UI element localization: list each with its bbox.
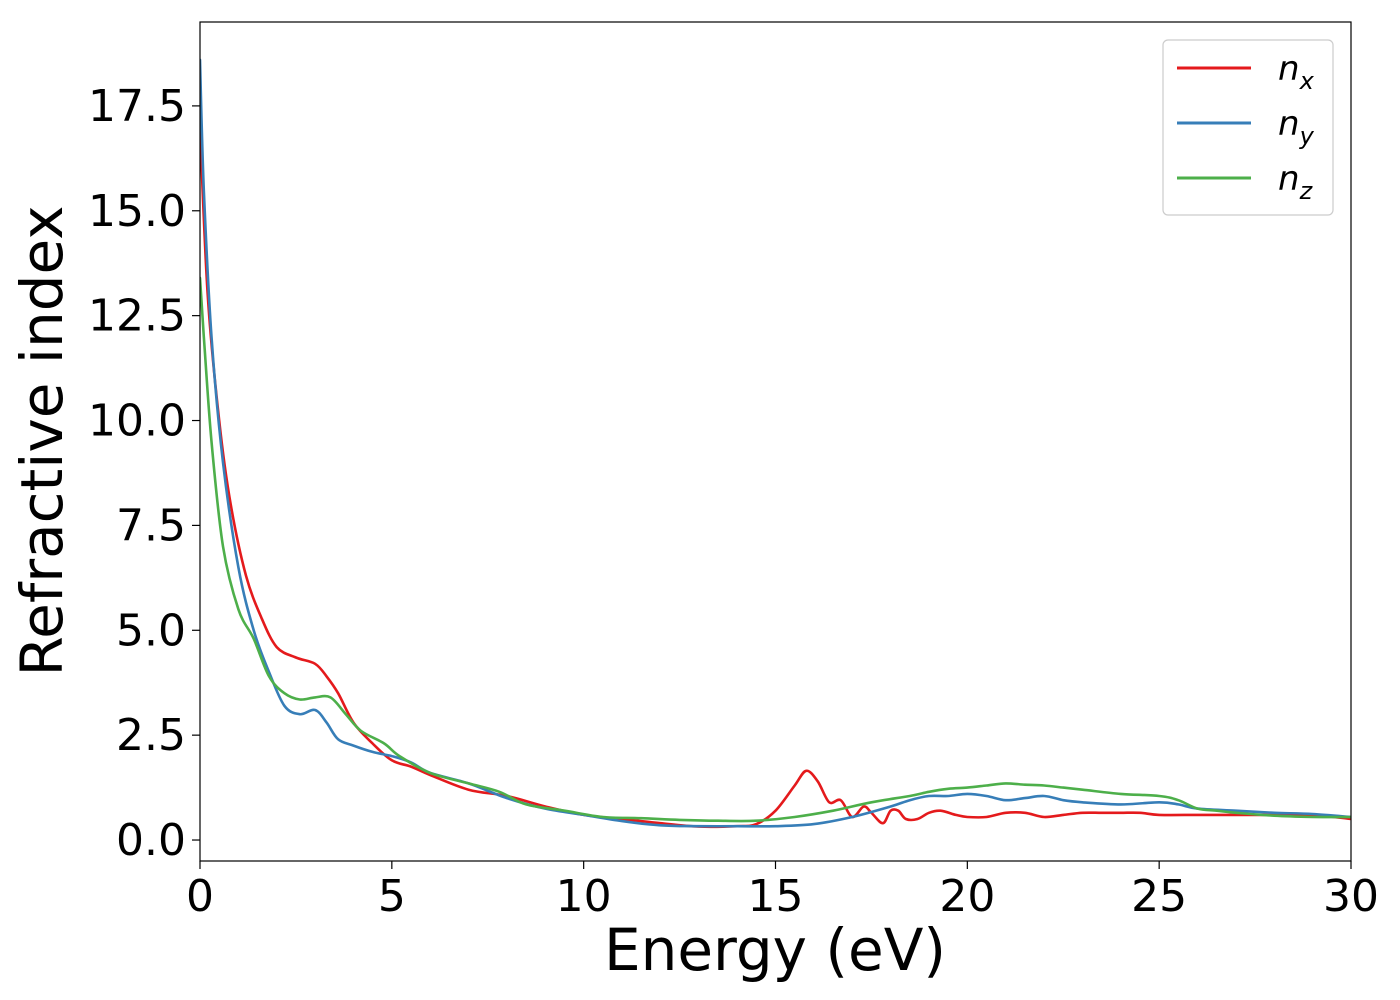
legend-label-n_z: nz [1278,159,1314,205]
legend-label-base: n [1278,159,1300,199]
x-tick-label: 10 [556,871,612,922]
y-tick-label: 10.0 [88,396,186,447]
x-axis-label: Energy (eV) [604,916,946,984]
x-tick-label: 15 [748,871,804,922]
x-tick-label: 25 [1131,871,1187,922]
series-group [200,58,1351,829]
legend-label-n_y: ny [1278,104,1315,150]
series-line-n_x [200,125,1351,829]
legend-label-n_x: nx [1278,49,1315,95]
y-tick-label: 5.0 [116,605,186,656]
y-tick-label: 15.0 [88,186,186,237]
legend-label-subscript: y [1299,122,1315,150]
legend-label-base: n [1278,104,1300,144]
legend-box [1162,39,1334,216]
y-axis-label: Refractive index [8,205,76,676]
x-tick-label: 0 [186,871,214,922]
legend-label-base: n [1278,49,1300,89]
legend-label-subscript: x [1299,67,1315,95]
y-axis: 0.0 2.5 5.0 7.5 10.0 12.5 15.0 17.5 [88,81,200,866]
x-axis: 0 5 10 15 20 25 30 [186,861,1379,922]
x-tick-label: 30 [1323,871,1379,922]
y-tick-label: 17.5 [88,81,186,132]
y-tick-label: 12.5 [88,291,186,342]
y-tick-label: 2.5 [116,710,186,761]
y-tick-label: 0.0 [116,815,186,866]
x-tick-label: 20 [939,871,995,922]
x-tick-label: 5 [378,871,406,922]
series-line-n_z [200,276,1351,823]
legend-label-subscript: z [1299,177,1314,205]
y-tick-label: 7.5 [116,500,186,551]
